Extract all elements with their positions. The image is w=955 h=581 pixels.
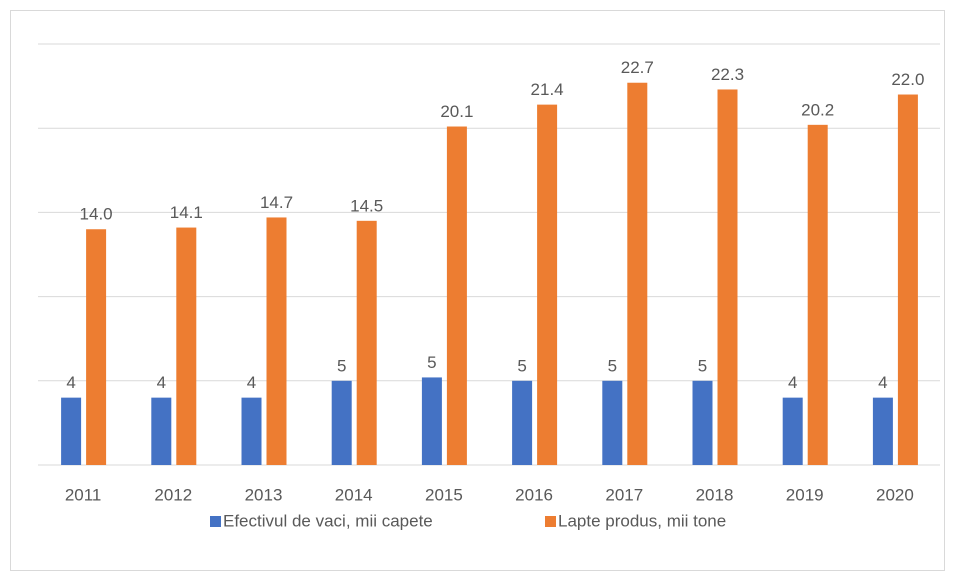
- value-label: 22.7: [621, 58, 654, 77]
- bar: [537, 104, 558, 466]
- x-tick-label: 2011: [65, 485, 102, 504]
- bar: [872, 397, 893, 465]
- value-label: 14.7: [260, 193, 293, 212]
- bar: [446, 126, 467, 466]
- x-tick-label: 2017: [605, 485, 643, 504]
- value-label: 4: [157, 373, 166, 392]
- value-label: 14.5: [350, 196, 383, 215]
- bar: [151, 397, 172, 465]
- value-label: 14.1: [170, 203, 203, 222]
- bar: [86, 229, 107, 465]
- value-label: 5: [337, 356, 346, 375]
- bar: [266, 217, 287, 465]
- bar: [602, 380, 623, 465]
- bar: [356, 220, 377, 465]
- bar: [717, 89, 738, 465]
- value-label: 22.0: [891, 70, 924, 89]
- bar: [176, 227, 197, 465]
- legend-label: Lapte produs, mii tone: [558, 511, 726, 530]
- legend-swatch: [545, 516, 556, 527]
- value-label: 14.0: [80, 205, 113, 224]
- x-tick-label: 2013: [245, 485, 283, 504]
- value-label: 5: [698, 356, 707, 375]
- bar: [61, 397, 82, 465]
- value-label: 4: [878, 373, 887, 392]
- x-tick-label: 2015: [425, 485, 463, 504]
- x-tick-label: 2016: [515, 485, 553, 504]
- bar: [421, 377, 442, 465]
- chart-border: [10, 10, 945, 571]
- bar: [331, 380, 352, 465]
- value-label: 20.1: [440, 102, 473, 121]
- x-tick-label: 2014: [335, 485, 373, 504]
- x-tick-label: 2020: [876, 485, 914, 504]
- bar: [782, 397, 803, 465]
- value-label: 22.3: [711, 65, 744, 84]
- bar: [627, 82, 648, 466]
- value-label: 20.2: [801, 100, 834, 119]
- bar: [692, 380, 713, 465]
- bar: [897, 94, 918, 466]
- value-label: 4: [247, 373, 256, 392]
- bar: [512, 380, 533, 465]
- value-label: 4: [66, 373, 75, 392]
- value-label: 4: [788, 373, 797, 392]
- legend-swatch: [210, 516, 221, 527]
- bar: [241, 397, 262, 465]
- value-label: 5: [427, 353, 436, 372]
- legend-label: Efectivul de vaci, mii capete: [223, 511, 433, 530]
- x-tick-label: 2012: [154, 485, 192, 504]
- value-label: 5: [517, 356, 526, 375]
- value-label: 21.4: [531, 80, 564, 99]
- x-tick-label: 2018: [696, 485, 734, 504]
- value-label: 5: [608, 356, 617, 375]
- bar: [807, 124, 828, 465]
- x-tick-label: 2019: [786, 485, 824, 504]
